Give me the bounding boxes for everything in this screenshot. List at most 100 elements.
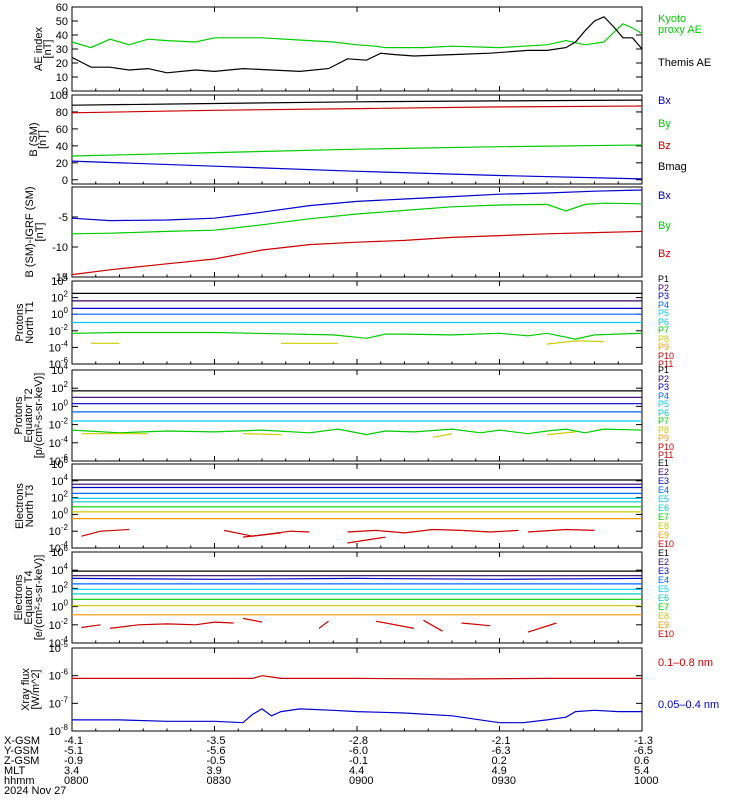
orbit-row-value: 0.2 [491,755,507,767]
legend-entry: Bx [658,190,671,202]
orbit-row-value: -1.3 [634,735,653,747]
orbit-row-value: 5.4 [634,765,650,777]
series-line [242,532,282,538]
legend-entry: E8 [658,521,669,531]
series-line [71,144,643,157]
series-line [461,622,491,627]
y-tick-label: 10-5 [49,640,69,655]
orbit-row-value: 0.6 [634,755,650,767]
legend-entry: P1 [658,274,669,284]
legend-entry: P9 [658,342,669,352]
legend-entry: P7 [658,325,669,335]
legend-entry: E4 [658,575,669,585]
panel-3: -15 -10 -5 Bx By Bz B (SM)-IGRF (SM)[nT] [24,186,671,284]
y-tick-label: 100 [51,599,68,614]
y-tick-label: 102 [51,490,68,505]
orbit-row-label: hhmm [4,775,35,787]
legend-entry: E7 [658,512,669,522]
legend-entry: E9 [658,620,669,630]
legend-entry: Bmag [658,161,687,173]
series-line [71,202,643,235]
legend-entry: P3 [658,291,669,301]
y-tick-label: 100 [51,398,68,413]
legend-entry: E1 [658,458,669,468]
legend-entry: P10 [658,351,674,361]
series-line [546,340,605,345]
y-tick-label: 106 [51,456,68,471]
legend-entry: P8 [658,425,669,435]
orbit-row-value: -2.8 [349,735,368,747]
y-tick-label: -5 [58,212,68,224]
panel-frame [71,369,643,462]
y-axis-label: North T3 [24,485,36,528]
y-axis-label: [p/(cm²-s-sr-keV)] [33,373,45,459]
legend-entry: P3 [658,382,669,392]
series-line [347,536,386,544]
orbit-row-label: Z-GSM [4,755,40,767]
y-axis-label: [nT] [42,40,54,59]
panel-frame [71,551,643,644]
orbit-row-label: X-GSM [4,735,41,747]
legend-entry: Bz [658,248,671,260]
series-line [71,105,643,114]
legend-entry: P2 [658,374,669,384]
orbit-row-value: -6.3 [491,745,511,757]
series-line [81,528,130,537]
y-axis-label: [e/(cm²-s-sr-keV)] [33,555,45,641]
orbit-row-value: -6.0 [349,745,368,757]
y-axis-label: Protons [14,303,26,341]
series-line [71,99,643,106]
orbit-row-value: 1000 [634,775,659,787]
legend-entry: P11 [658,359,673,369]
legend-entry: P10 [658,442,674,452]
legend-entry: E9 [658,530,669,540]
series-line [71,331,643,340]
series-line [223,529,310,537]
legend-entry: P5 [658,399,669,409]
y-tick-label: 40 [56,141,68,153]
y-tick-label: 60 [56,2,68,14]
orbit-row-value: 0930 [491,775,516,787]
date-label: 2024 Nov 27 [4,785,67,797]
legend-entry: Bz [658,140,671,152]
series-line [71,428,643,436]
legend-entry: By [658,118,671,130]
legend-entry: P9 [658,433,669,443]
panel-1: 0 10 20 30 40 50 60 Kyoto proxy AE Themis AE AE in… [33,2,711,98]
series-line [72,708,642,724]
legend-entry: E8 [658,611,669,621]
series-line [71,160,643,180]
legend-entry: E10 [658,539,674,549]
legend-entry: P4 [658,300,669,310]
legend-entry: P6 [658,408,669,418]
orbit-row-value: 4.4 [349,765,365,777]
orbit-row-value: -0.5 [206,755,226,767]
series-line [318,620,329,629]
y-axis-label: [W/m^2] [30,670,42,710]
y-tick-label: 10-6 [49,668,69,683]
y-axis-label: AE index [33,26,45,71]
y-axis-label: Equator T2 [23,388,35,442]
legend-entry: P4 [658,391,669,401]
orbit-row-value: -5.6 [206,745,226,757]
y-tick-label: 10-2 [49,617,69,632]
legend-entry: 0.1–0.8 nm [658,657,713,669]
y-tick-label: 10-7 [49,695,69,710]
series-line [109,621,234,629]
legend-entry: Bx [658,95,671,107]
series-line [527,528,595,533]
orbit-row-value: 0900 [349,775,374,787]
series-line [546,431,576,436]
y-tick-label: -15 [52,272,68,284]
series-line [71,23,643,49]
y-tick-label: 0 [62,86,68,98]
series-line [71,577,643,580]
orbit-row-value: 3.4 [64,765,80,777]
orbit-row-value: -6.5 [634,745,653,757]
legend-entry: E10 [658,629,674,639]
y-tick-label: 10 [56,72,68,84]
y-tick-label: 20 [56,58,68,70]
y-tick-label: 102 [51,290,68,305]
